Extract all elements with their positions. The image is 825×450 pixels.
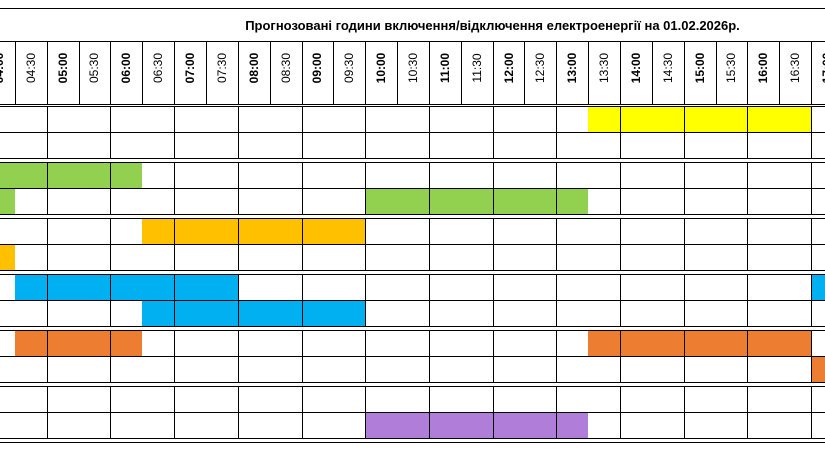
time-column-label: 10:00 [374, 52, 389, 84]
time-column-label: 13:30 [597, 52, 612, 84]
time-column-label: 15:30 [724, 52, 739, 84]
time-column-label: 15:00 [692, 52, 707, 84]
time-column-label: 14:00 [628, 52, 643, 84]
time-column-label: 17:00 [820, 52, 825, 84]
outage-block-blue [811, 274, 825, 300]
outage-block-green [0, 162, 143, 188]
time-column-label: 06:30 [151, 52, 166, 84]
outage-block-purple [365, 412, 589, 438]
bottom-border [0, 442, 825, 443]
time-column-label: 04:00 [0, 52, 6, 84]
time-column-label: 08:00 [246, 52, 261, 84]
time-column-label: 16:30 [788, 52, 803, 84]
outage-block-orange [588, 330, 812, 356]
time-column-label: 06:00 [119, 52, 134, 84]
outage-block-green [365, 188, 589, 214]
time-column-label: 07:30 [214, 52, 229, 84]
time-column-label: 12:00 [501, 52, 516, 84]
outage-block-green [0, 188, 15, 214]
time-column-label: 13:00 [565, 52, 580, 84]
time-column-label: 05:00 [55, 52, 70, 84]
outage-block-blue [142, 300, 366, 326]
time-column-label: 05:30 [87, 52, 102, 84]
outage-block-orange [811, 356, 825, 382]
time-column-label: 14:30 [660, 52, 675, 84]
header-top-border [0, 41, 825, 42]
time-column-label: 08:30 [278, 52, 293, 84]
time-column-label: 10:30 [405, 52, 420, 84]
time-column-label: 11:30 [469, 53, 484, 83]
time-column-label: 04:30 [23, 52, 38, 84]
time-column-label: 09:00 [310, 52, 325, 84]
outage-block-yellow [588, 106, 812, 132]
time-column-label: 12:30 [533, 52, 548, 84]
time-column-label: 16:00 [756, 52, 771, 84]
schedule-title: Прогнозовані години включення/відключенн… [245, 18, 740, 33]
outage-block-blue [14, 274, 238, 300]
outage-block-amber [142, 218, 366, 244]
header-bottom-border [0, 104, 825, 105]
top-border [0, 8, 825, 9]
time-column-label: 07:00 [183, 52, 198, 84]
outage-block-amber [0, 244, 15, 270]
outage-block-orange [14, 330, 143, 356]
time-column-label: 09:30 [342, 52, 357, 84]
time-column-label: 11:00 [437, 52, 452, 84]
